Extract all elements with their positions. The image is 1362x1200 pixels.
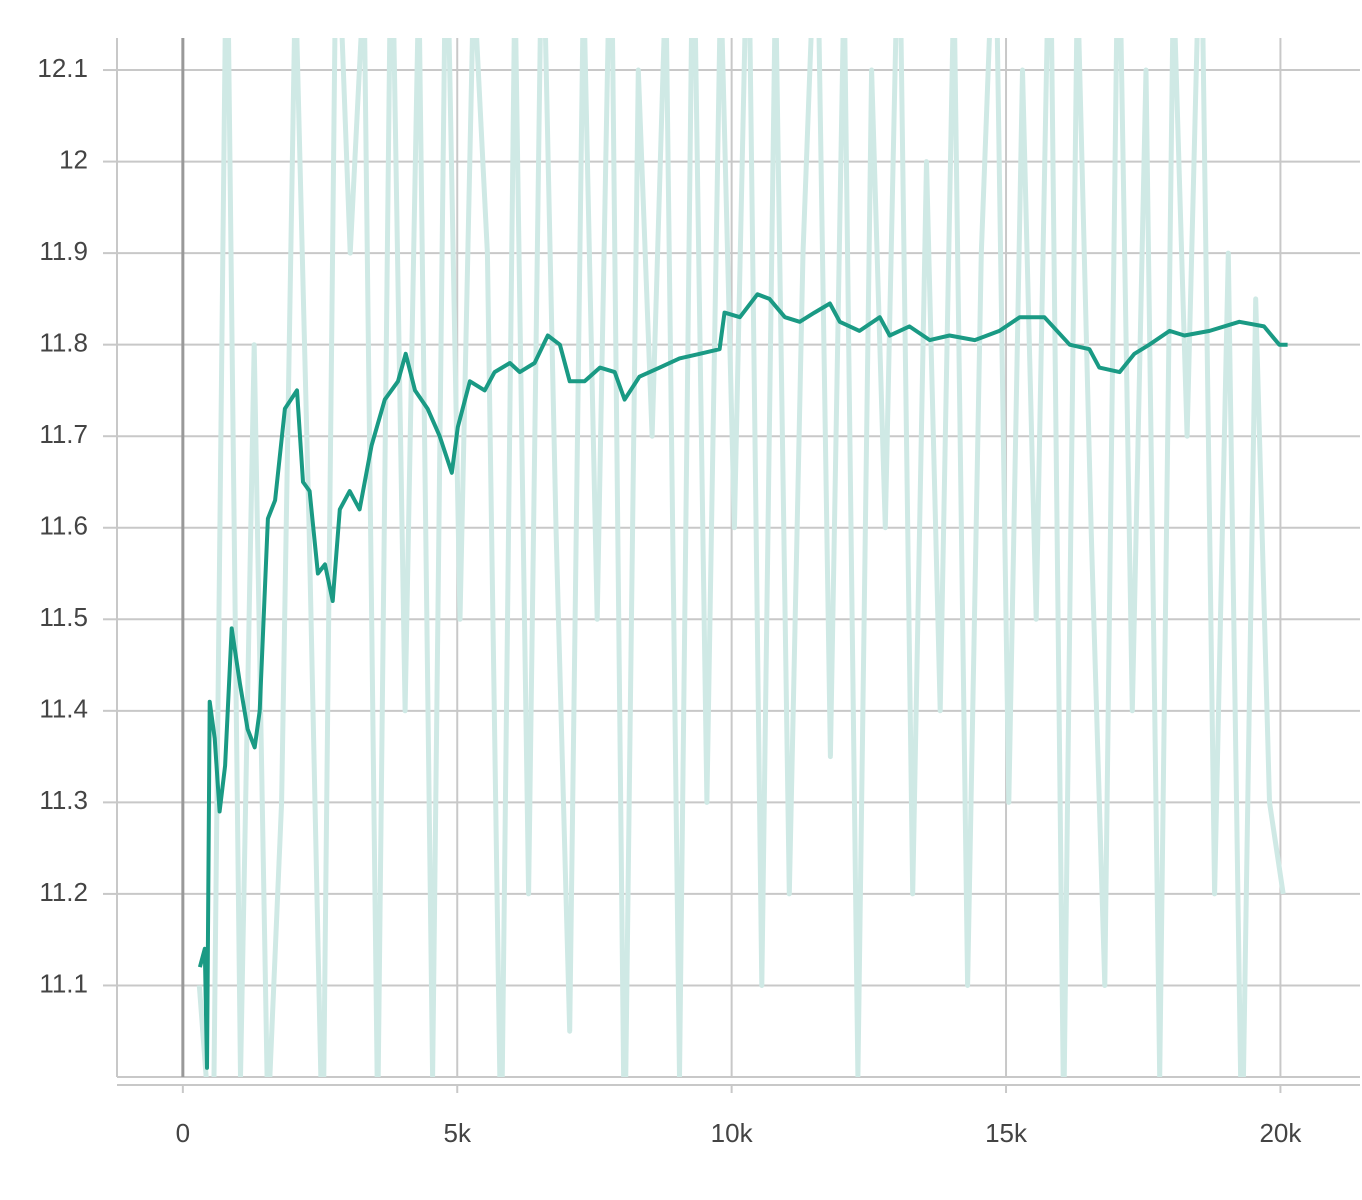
x-tick-label: 5k — [444, 1118, 472, 1148]
x-tick-label: 0 — [176, 1118, 190, 1148]
plot-area — [196, 38, 1288, 1077]
x-tick-label: 10k — [711, 1118, 754, 1148]
raw-line — [196, 38, 1286, 1077]
y-tick-label: 11.3 — [39, 785, 88, 815]
y-tick-label: 11.7 — [39, 419, 88, 449]
y-tick-label: 11.5 — [39, 602, 88, 632]
x-tick-label: 15k — [985, 1118, 1028, 1148]
y-tick-label: 11.9 — [39, 236, 88, 266]
y-tick-label: 11.8 — [39, 328, 88, 358]
y-tick-label: 11.2 — [39, 877, 88, 907]
x-tick-label: 20k — [1259, 1118, 1302, 1148]
y-tick-label: 11.4 — [39, 694, 88, 724]
y-tick-label: 12 — [59, 144, 88, 174]
y-tick-label: 12.1 — [37, 53, 88, 83]
y-tick-label: 11.6 — [39, 511, 88, 541]
y-tick-label: 11.1 — [39, 968, 88, 998]
smoothed-line — [197, 292, 1288, 1070]
